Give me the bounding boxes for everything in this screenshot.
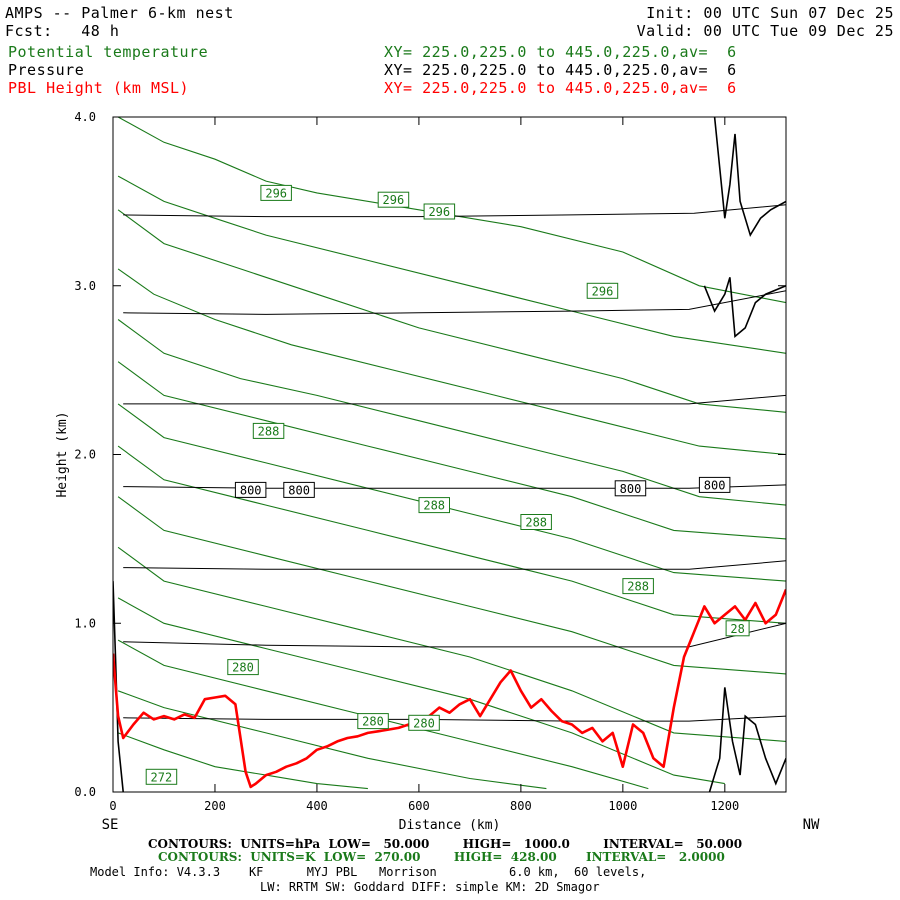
legend-pbl-xy: XY= 225.0,225.0 to 445.0,225.0,av= 6 bbox=[384, 79, 737, 97]
svg-text:280: 280 bbox=[232, 661, 254, 675]
svg-text:288: 288 bbox=[627, 580, 649, 594]
footer-theta-contours: CONTOURS: UNITS=K LOW= 270.00 HIGH= 428.… bbox=[158, 850, 725, 864]
svg-text:272: 272 bbox=[151, 770, 173, 784]
pressure-contour-2 bbox=[123, 394, 786, 405]
pbl-series bbox=[113, 589, 786, 789]
legend-pbl-name: PBL Height (km MSL) bbox=[8, 79, 190, 97]
y-tick-label-3: 3.0 bbox=[74, 279, 96, 293]
theta-label-11: 272 bbox=[145, 768, 178, 785]
plot-title: AMPS -- Palmer 6-km nest bbox=[5, 4, 234, 22]
theta-contour-13 bbox=[117, 732, 368, 790]
theta-contour-0 bbox=[117, 117, 786, 304]
pressure-contour-1 bbox=[123, 290, 786, 315]
svg-text:296: 296 bbox=[265, 186, 287, 200]
pressure-contour-4 bbox=[123, 560, 786, 570]
svg-text:280: 280 bbox=[362, 715, 384, 729]
y-axis-label: Height (km) bbox=[55, 411, 70, 497]
y-tick-label-4: 4.0 bbox=[74, 110, 96, 124]
x-tick-label-4: 800 bbox=[510, 799, 532, 813]
y-tick-label-2: 2.0 bbox=[74, 448, 96, 462]
axes: 0 200 400 600 800 1000 1200 0.0 1.0 2.0 3.0 4.0 Dist… bbox=[55, 110, 820, 833]
theta-label-5: 288 bbox=[418, 497, 450, 514]
terrain-line-1 bbox=[708, 687, 786, 792]
footer-pressure-contours: CONTOURS: UNITS=hPa LOW= 50.000 HIGH= 10… bbox=[148, 837, 743, 851]
valid-time: Valid: 00 UTC Tue 09 Dec 25 bbox=[636, 22, 894, 40]
legend-theta-xy: XY= 225.0,225.0 to 445.0,225.0,av= 6 bbox=[384, 43, 737, 61]
theta-contour-7 bbox=[117, 445, 786, 624]
svg-text:288: 288 bbox=[525, 516, 547, 530]
svg-text:800: 800 bbox=[240, 483, 262, 497]
terrain-line-3 bbox=[703, 277, 786, 338]
theta-contour-1 bbox=[117, 175, 786, 354]
pressure-contour-0 bbox=[123, 204, 786, 218]
svg-text:800: 800 bbox=[704, 478, 726, 492]
theta-label-4: 288 bbox=[252, 422, 285, 439]
svg-text:800: 800 bbox=[288, 483, 310, 497]
contour-labels: 296 296 296 296 288 288 288 288 280 280 280 272 28 80… bbox=[145, 184, 750, 785]
pressure-contour-5 bbox=[123, 622, 786, 648]
theta-label-2: 296 bbox=[423, 203, 456, 220]
x-tick-label-5: 1000 bbox=[608, 799, 637, 813]
theta-label-6: 288 bbox=[520, 514, 552, 530]
theta-label-1: 296 bbox=[377, 191, 410, 208]
theta-contour-12 bbox=[117, 690, 547, 790]
svg-text:288: 288 bbox=[258, 424, 280, 438]
svg-text:296: 296 bbox=[428, 205, 450, 219]
footer-model-info: Model Info: V4.3.3 KF MYJ PBL Morrison 6… bbox=[90, 865, 647, 879]
legend-pressure-xy: XY= 225.0,225.0 to 445.0,225.0,av= 6 bbox=[384, 61, 737, 79]
pressure-contour-3 bbox=[123, 484, 786, 489]
theta-contour-2 bbox=[117, 209, 786, 413]
x-axis-label: Distance (km) bbox=[399, 818, 501, 833]
legend-theta-name: Potential temperature bbox=[8, 43, 209, 61]
x-tick-label-3: 600 bbox=[408, 799, 430, 813]
forecast-hour: Fcst: 48 h bbox=[5, 22, 120, 40]
x-end-label-nw: NW bbox=[803, 817, 820, 833]
x-end-label-se: SE bbox=[102, 817, 119, 833]
svg-text:28: 28 bbox=[730, 622, 744, 636]
y-tick-label-0: 0.0 bbox=[74, 785, 96, 799]
legend-pressure-name: Pressure bbox=[8, 61, 85, 79]
init-time: Init: 00 UTC Sun 07 Dec 25 bbox=[646, 4, 894, 22]
theta-label-0: 296 bbox=[260, 184, 292, 201]
svg-text:280: 280 bbox=[413, 716, 435, 730]
svg-text:296: 296 bbox=[592, 284, 614, 298]
theta-contour-9 bbox=[117, 546, 786, 742]
pressure-label-0: 800 bbox=[234, 481, 267, 498]
theta-label-9: 280 bbox=[357, 713, 389, 730]
y-tick-label-1: 1.0 bbox=[74, 616, 96, 630]
theta-label-7: 288 bbox=[622, 578, 654, 595]
x-tick-label-0: 0 bbox=[109, 799, 116, 813]
footer-physics-info: LW: RRTM SW: Goddard DIFF: simple KM: 2D… bbox=[260, 880, 600, 894]
theta-contour-4 bbox=[117, 319, 786, 506]
theta-label-10: 280 bbox=[408, 714, 440, 731]
svg-text:296: 296 bbox=[383, 193, 405, 207]
pressure-label-3: 800 bbox=[698, 476, 731, 493]
x-tick-label-2: 400 bbox=[306, 799, 328, 813]
pbl-height-line bbox=[113, 589, 786, 789]
theta-contour-10 bbox=[117, 597, 725, 785]
svg-text:800: 800 bbox=[620, 482, 642, 496]
theta-label-12: 28 bbox=[725, 620, 750, 637]
theta-contour-8 bbox=[117, 496, 786, 675]
theta-label-8: 280 bbox=[227, 659, 259, 676]
x-tick-label-1: 200 bbox=[204, 799, 226, 813]
theta-label-3: 296 bbox=[586, 282, 619, 299]
svg-text:288: 288 bbox=[423, 499, 445, 513]
pressure-label-1: 800 bbox=[283, 481, 315, 498]
pressure-contour-6 bbox=[123, 715, 786, 722]
theta-contour-3 bbox=[117, 268, 786, 456]
terrain-line-2 bbox=[713, 117, 786, 238]
theta-contour-5 bbox=[117, 361, 786, 540]
pressure-label-2: 800 bbox=[614, 480, 647, 497]
x-tick-label-6: 1200 bbox=[710, 799, 739, 813]
